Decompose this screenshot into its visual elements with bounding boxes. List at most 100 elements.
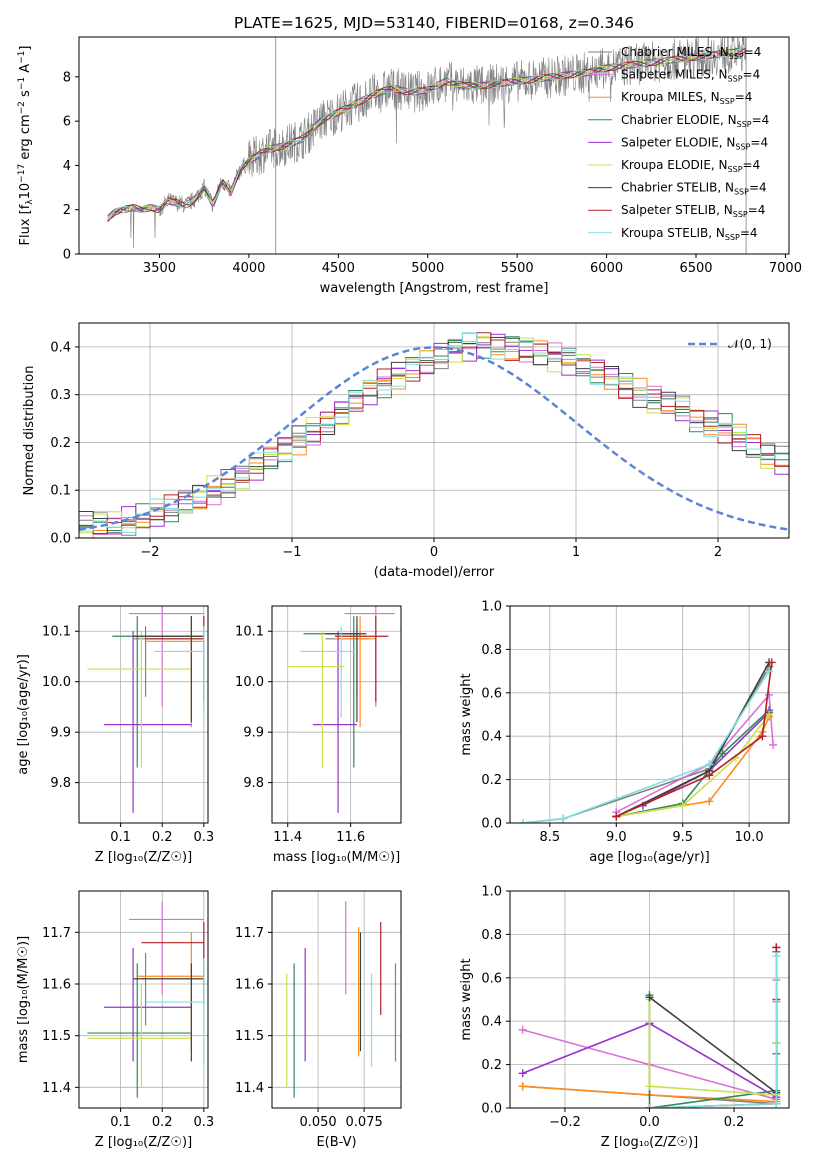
x-tick-label: −1	[282, 545, 301, 560]
x-axis-label: age [log₁₀(age/yr)]	[589, 850, 710, 865]
weight-marker	[765, 690, 774, 699]
axes-frame	[271, 605, 402, 824]
y-axis-label: age [log₁₀(age/yr)]	[16, 654, 31, 775]
axes-frame	[78, 890, 209, 1109]
y-tick-label: 0.6	[481, 971, 502, 986]
weight-marker	[705, 771, 714, 780]
axes-frame	[78, 36, 790, 255]
weight-marker	[645, 1082, 654, 1091]
y-tick-label: 2	[63, 203, 71, 218]
weight-series-line	[523, 670, 770, 823]
x-tick-label: 0.3	[193, 1115, 214, 1130]
y-axis-label: Flux [fλ10−17 erg cm−2 s−1 A−1]	[17, 46, 35, 246]
y-tick-label: 0.3	[50, 388, 71, 403]
y-axis-label: mass weight	[459, 673, 474, 755]
panel-mass-vs-EBV: 0.050 0.075 11.4 11.5 11.6 11.7 E(B-V)	[235, 890, 402, 1150]
spectrum-model-line	[107, 46, 747, 221]
weight-marker	[765, 710, 774, 719]
weight-marker	[518, 1069, 527, 1078]
y-axis-label: mass [log₁₀(M/M☉)]	[16, 936, 31, 1063]
x-tick-label: −2	[140, 545, 159, 560]
x-tick-label: 4000	[232, 261, 265, 276]
y-tick-label: 10.0	[235, 675, 264, 690]
axes-frame	[271, 890, 402, 1109]
weight-marker	[767, 658, 776, 667]
legend-entry: Kroupa STELIB, NSSP=4	[621, 226, 758, 242]
panel-age-vs-Z: 0.1 0.2 0.3 9.8 9.9 10.0 10.1 Z [log₁₀(Z/Z☉)] ag…	[16, 605, 214, 865]
x-tick-label: 9.0	[606, 830, 627, 845]
panel-spectrum: 3500 4000 4500 5000 5500 6000 6500 7000 0 2 4 6 8 wav…	[17, 36, 802, 296]
x-axis-label: E(B-V)	[316, 1135, 356, 1150]
weight-marker	[518, 1082, 527, 1091]
y-tick-label: 0.6	[481, 686, 502, 701]
weight-marker	[559, 814, 568, 823]
y-tick-label: 0.0	[481, 1102, 502, 1117]
y-tick-label: 0.2	[481, 773, 502, 788]
x-tick-label: −0.2	[549, 1115, 581, 1130]
x-tick-label: 0.0	[639, 1115, 660, 1130]
y-tick-label: 0.1	[50, 484, 71, 499]
residual-histogram	[79, 336, 789, 534]
x-tick-label: 6500	[679, 261, 712, 276]
x-tick-label: 6000	[590, 261, 623, 276]
x-tick-label: 0.050	[299, 1115, 336, 1130]
x-tick-label: 1	[572, 545, 580, 560]
weight-marker	[705, 797, 714, 806]
y-tick-label: 11.7	[42, 926, 71, 941]
x-tick-label: 0.1	[110, 830, 131, 845]
y-tick-label: 0.2	[481, 1058, 502, 1073]
weight-series-line	[615, 662, 773, 818]
plot-area-mass-vs-Z	[87, 901, 205, 1098]
x-axis-label: Z [log₁₀(Z/Z☉)]	[601, 1135, 698, 1150]
plot-area-age-vs-mass	[287, 606, 395, 813]
residual-histogram	[79, 337, 789, 534]
panel-residuals: −2 −1 0 1 2 0.0 0.1 0.2 0.3 0.4 (data-model)/error…	[22, 322, 790, 580]
weight-series-line	[649, 947, 778, 1108]
y-tick-label: 11.6	[42, 978, 71, 993]
weight-marker	[678, 801, 687, 810]
x-tick-label: 8.5	[540, 830, 561, 845]
weight-series-line	[615, 693, 774, 813]
x-tick-label: 0.1	[110, 1115, 131, 1130]
weight-marker	[718, 749, 727, 758]
panel-mass-vs-Z: 0.1 0.2 0.3 11.4 11.5 11.6 11.7 Z [log₁₀(Z/Z☉)]…	[16, 890, 214, 1150]
weight-series-line	[616, 714, 770, 818]
x-axis-label: Z [log₁₀(Z/Z☉)]	[95, 850, 192, 865]
x-tick-label: 2	[714, 545, 722, 560]
x-axis-label: Z [log₁₀(Z/Z☉)]	[95, 1135, 192, 1150]
weight-marker	[772, 952, 781, 961]
y-tick-label: 0.4	[481, 730, 502, 745]
y-tick-label: 0.2	[50, 436, 71, 451]
x-tick-label: 11.6	[336, 830, 365, 845]
y-tick-label: 0.0	[50, 532, 71, 547]
weight-marker	[612, 812, 621, 821]
x-tick-label: 11.4	[273, 830, 302, 845]
weight-marker	[519, 819, 528, 823]
weight-series-line	[642, 711, 770, 807]
y-tick-label: 9.8	[243, 776, 264, 791]
x-tick-label: 5500	[501, 261, 534, 276]
axes-frame	[78, 605, 209, 824]
weight-marker	[705, 760, 714, 769]
y-tick-label: 8	[63, 70, 71, 85]
x-tick-label: 0.2	[152, 1115, 173, 1130]
y-tick-label: 10.0	[42, 675, 71, 690]
figure-title: PLATE=1625, MJD=53140, FIBERID=0168, z=0…	[234, 14, 634, 32]
x-tick-label: 5000	[411, 261, 444, 276]
weight-series-line	[648, 999, 778, 1096]
axes-frame	[78, 322, 790, 539]
legend-entry: Salpeter STELIB, NSSP=4	[621, 203, 765, 219]
plot-area-weight-vs-Z	[518, 943, 781, 1108]
residual-histogram	[79, 333, 789, 534]
weight-marker	[772, 943, 781, 952]
normal-curve	[79, 346, 789, 531]
legend-entry: Salpeter MILES, NSSP=4	[621, 68, 760, 84]
x-tick-label: 0.075	[346, 1115, 383, 1130]
y-tick-label: 11.6	[235, 978, 264, 993]
legend-entry: Salpeter ELODIE, NSSP=4	[621, 135, 768, 151]
panel-age-vs-mass: 11.4 11.6 9.8 9.9 10.0 10.1 mass [log₁₀(M/M☉)]	[235, 605, 402, 865]
y-tick-label: 0.8	[481, 643, 502, 658]
x-tick-label: 4500	[322, 261, 355, 276]
axes-frame	[509, 890, 790, 1109]
legend-entry: Chabrier MILES, NSSP=4	[621, 45, 761, 61]
